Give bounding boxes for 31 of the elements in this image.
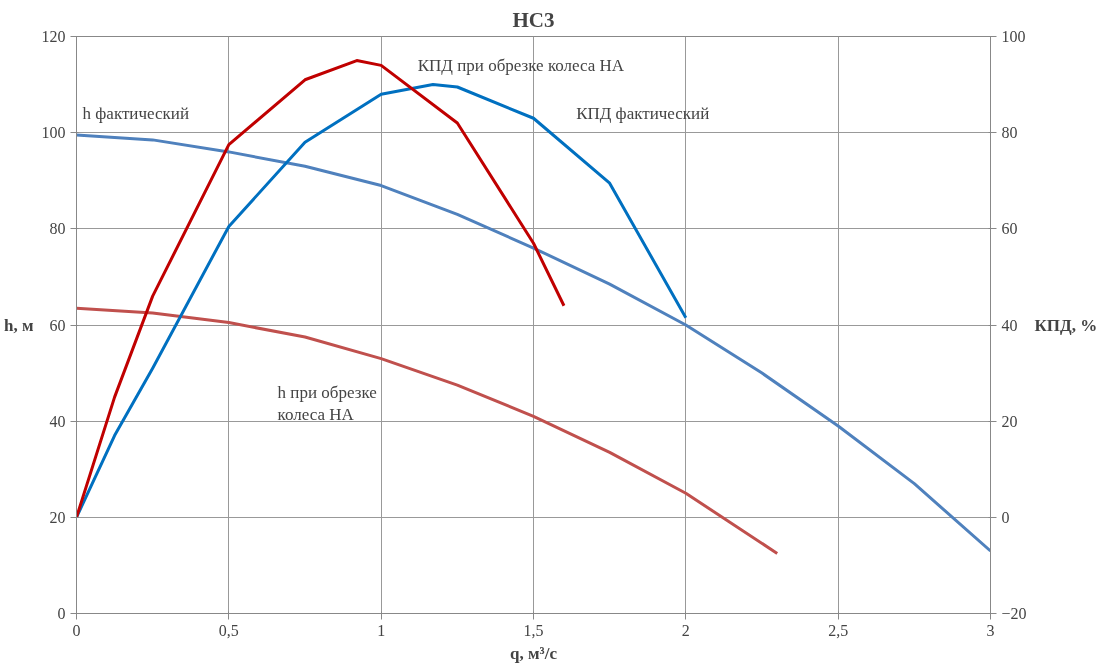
y2-axis-title: КПД, % [1034,315,1098,335]
annotation: h при обрезке колеса НА [277,382,377,425]
y-tick-label: 60 [49,316,66,334]
y-tick-label: 120 [41,28,66,45]
x-axis-title: q, м³/с [510,643,558,663]
y2-tick-label: 60 [1001,220,1018,238]
y-tick-label: 20 [49,508,66,526]
y-tick-label: 80 [49,220,66,238]
line-series [76,133,991,553]
y2-tick-label: 40 [1001,316,1018,334]
chart-title: НС3 [512,7,555,32]
y2-tick-label: 100 [1001,28,1026,45]
x-tick-label: 0,5 [218,621,239,639]
y2-tick-label: 0 [1001,508,1010,526]
x-tick-label: 0 [72,621,81,639]
annotation: КПД фактический [576,103,710,123]
x-tick-label: 2 [681,621,690,639]
x-tick-label: 3 [986,621,995,639]
annotation: h фактический [82,103,189,123]
x-tick-label: 2,5 [828,621,849,639]
y2-tick-label: 80 [1001,124,1018,142]
x-tick-label: 1,5 [523,621,544,639]
y2-tick-label: 20 [1001,412,1018,430]
y-tick-label: 100 [41,124,66,142]
y-tick-label: 40 [49,412,66,430]
y2-tick-label: −20 [1001,605,1027,622]
y-axis-title: h, м [3,315,34,335]
x-tick-label: 1 [377,621,386,639]
annotation: КПД при обрезке колеса НА [417,55,625,75]
y-tick-label: 0 [57,605,66,622]
line-series [76,306,779,555]
